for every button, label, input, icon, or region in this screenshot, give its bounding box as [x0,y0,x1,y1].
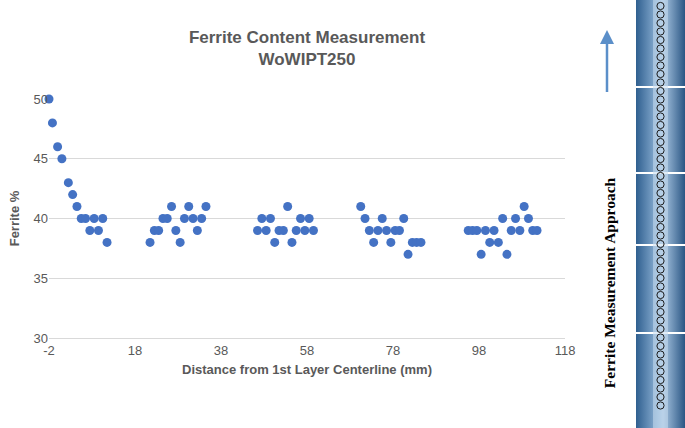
svg-text:18: 18 [128,343,142,358]
svg-text:40: 40 [34,211,48,226]
svg-text:30: 30 [34,331,48,346]
svg-text:45: 45 [34,151,48,166]
svg-text:35: 35 [34,271,48,286]
svg-text:Ferrite Measurement Approach: Ferrite Measurement Approach [601,177,618,388]
svg-text:Ferrite Content MeasurementWoW: Ferrite Content MeasurementWoWIPT250 [189,28,425,69]
svg-text:78: 78 [386,343,400,358]
svg-text:38: 38 [214,343,228,358]
svg-text:98: 98 [472,343,486,358]
svg-text:-2: -2 [43,343,55,358]
svg-text:58: 58 [300,343,314,358]
svg-text:118: 118 [555,343,576,358]
svg-text:Distance from 1st Layer Center: Distance from 1st Layer Centerline (mm) [182,362,432,377]
svg-text:50: 50 [34,92,48,107]
svg-text:Ferrite %: Ferrite % [7,190,22,246]
